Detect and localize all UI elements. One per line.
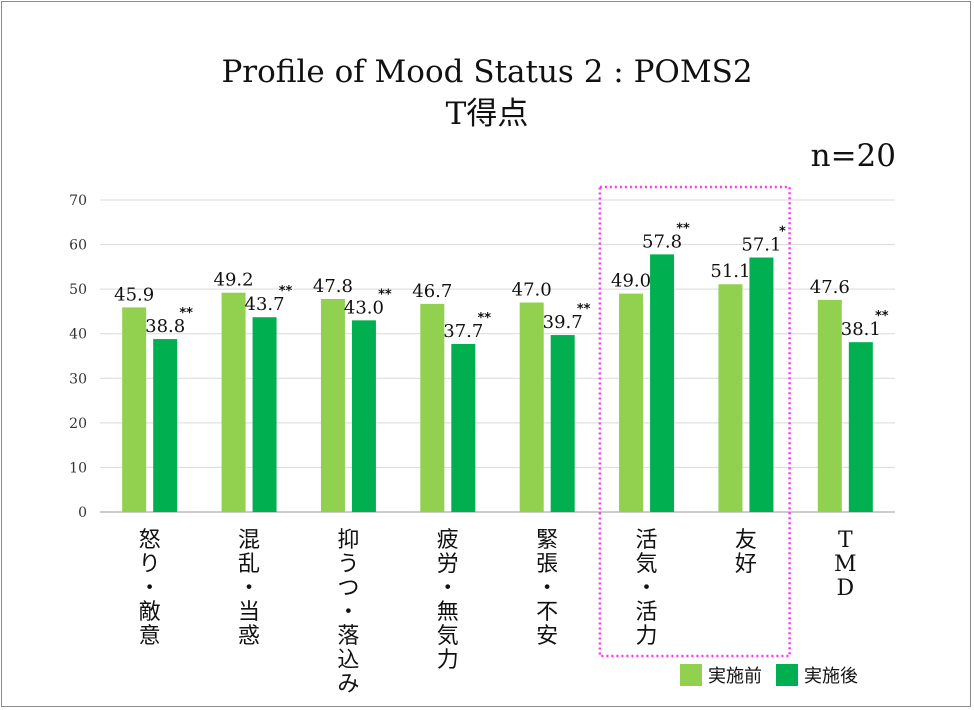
x-category-label: 気 [636,552,658,577]
data-label-before: 46.7 [412,281,452,302]
bar-before [221,292,246,512]
x-category-label: 無 [437,600,459,625]
sample-size-label: n=20 [810,138,896,174]
legend-item-before: 実施前 [680,662,762,688]
x-category-label: 込 [337,648,359,673]
x-category-label: 意 [139,624,161,649]
data-label-after: 43.7 [245,294,285,315]
bar-before [420,303,445,512]
data-label-after: 38.8 [145,316,185,337]
x-category-label: 落 [337,624,359,649]
x-category-label: T [838,528,853,553]
y-tick-label: 40 [69,327,87,343]
data-label-after: 43.0 [344,297,384,318]
x-category-label: 労 [437,552,459,577]
x-category-label: ・ [636,576,658,601]
data-label-before: 51.1 [710,261,750,282]
y-tick-label: 10 [69,460,87,476]
bar-before [320,298,345,512]
x-category-label: ・ [337,600,359,625]
x-category-label: 活 [636,528,658,553]
data-label-after: 38.1 [841,319,881,340]
legend: 実施前 実施後 [680,663,872,687]
x-category-label: 不 [536,600,558,625]
y-tick-label: 60 [69,238,87,254]
significance-mark: * [779,224,786,239]
x-category-label: ・ [238,576,260,601]
bar-after [749,257,774,512]
x-category-label: 混 [238,528,260,553]
x-category-label: ・ [139,576,161,601]
x-category-label: つ [337,576,359,601]
x-category-label: 力 [437,648,459,673]
x-category-label: 当 [238,600,260,625]
data-label-before: 47.6 [810,277,850,298]
data-label-before: 49.0 [611,271,651,292]
y-tick-label: 50 [69,282,87,298]
y-tick-label: 20 [69,416,87,432]
x-category-label: 活 [636,600,658,625]
bar-before [817,299,842,512]
x-category-label: 緊 [536,528,558,553]
data-label-after: 57.8 [642,231,682,252]
bar-after [848,342,873,512]
x-category-label: 敵 [139,600,161,625]
bar-after [550,335,575,512]
data-label-before: 47.0 [512,280,552,301]
x-category-label: 怒 [139,528,161,553]
legend-swatch-after [776,664,798,686]
data-label-before: 47.8 [313,276,353,297]
y-tick-label: 70 [69,193,87,209]
significance-mark: ** [676,221,690,236]
x-category-label: ・ [437,576,459,601]
x-category-label: 疲 [437,528,459,553]
x-category-label: う [337,552,359,577]
bar-before [619,293,644,512]
legend-label-before: 実施前 [708,666,762,687]
x-category-label: 友 [735,528,757,553]
x-category-label: D [836,576,854,601]
x-category-label: 好 [735,552,757,577]
chart-title: Profile of Mood Status 2 : POMS2 [221,54,753,90]
legend-swatch-before [680,664,702,686]
significance-mark: ** [577,302,591,317]
y-tick-label: 0 [78,505,87,521]
significance-mark: ** [875,309,889,324]
bar-after [351,320,376,512]
x-category-label: 惑 [238,624,260,649]
x-category-label: 力 [636,624,658,649]
data-label-before: 49.2 [214,270,254,291]
significance-mark: ** [378,287,392,302]
x-category-label: M [834,552,857,577]
x-category-label: り [139,552,161,577]
data-label-after: 37.7 [443,321,483,342]
chart-subtitle: T得点 [445,96,529,132]
significance-mark: ** [179,306,193,321]
data-label-after: 57.1 [741,234,781,255]
x-category-label: 気 [437,624,459,649]
x-category-label: 安 [536,624,558,649]
legend-label-after: 実施後 [804,666,858,687]
bar-after [252,317,277,512]
data-label-after: 39.7 [543,312,583,333]
x-category-label: 抑 [337,528,359,553]
data-label-before: 45.9 [114,284,154,305]
significance-mark: ** [478,311,492,326]
x-category-label: 張 [536,552,558,577]
bar-after [451,343,476,512]
significance-mark: ** [279,284,293,299]
bar-after [153,339,178,512]
bar-before [519,302,544,512]
x-category-label: 乱 [238,552,260,577]
legend-item-after: 実施後 [776,662,858,688]
x-category-label: ・ [536,576,558,601]
bar-before [718,284,743,512]
bar-after [650,254,675,512]
bar-before [122,307,147,512]
y-tick-label: 30 [69,371,87,387]
x-category-label: み [337,672,359,697]
